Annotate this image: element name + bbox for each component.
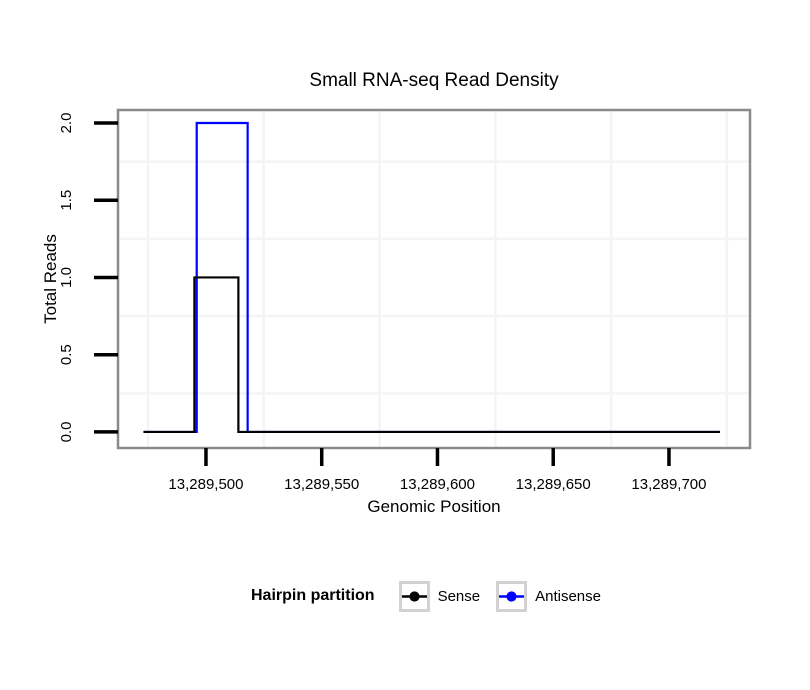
chart-title: Small RNA-seq Read Density [309, 70, 559, 91]
line-with-point-icon [401, 590, 427, 602]
series-line-sense [143, 276, 720, 434]
x-tick-label: 13,289,500 [168, 476, 243, 493]
x-tick-label: 13,289,600 [400, 476, 475, 493]
legend-item-antisense: Antisense [496, 580, 601, 612]
x-axis-title: Genomic Position [367, 497, 501, 516]
legend-label-antisense: Antisense [535, 587, 601, 605]
x-tick-label: 13,289,650 [516, 476, 591, 493]
x-tick-label: 13,289,550 [284, 476, 359, 493]
y-tick-label: 0.5 [58, 344, 75, 365]
y-axis-title: Total Reads [41, 234, 60, 324]
legend-item-sense: Sense [398, 580, 481, 612]
y-tick-label: 1.5 [58, 190, 75, 211]
legend-title: Hairpin partition [251, 587, 375, 604]
legend-key-antisense [496, 580, 528, 612]
x-tick-label: 13,289,700 [631, 476, 706, 493]
line-with-point-icon [499, 590, 525, 602]
legend-label-sense: Sense [437, 587, 481, 605]
legend-key-sense [398, 580, 430, 612]
legend: Hairpin partition Sense Antisense [118, 578, 750, 614]
y-tick-label: 1.0 [58, 267, 75, 288]
y-tick-label: 2.0 [58, 113, 75, 134]
y-tick-label: 0.0 [58, 422, 75, 443]
